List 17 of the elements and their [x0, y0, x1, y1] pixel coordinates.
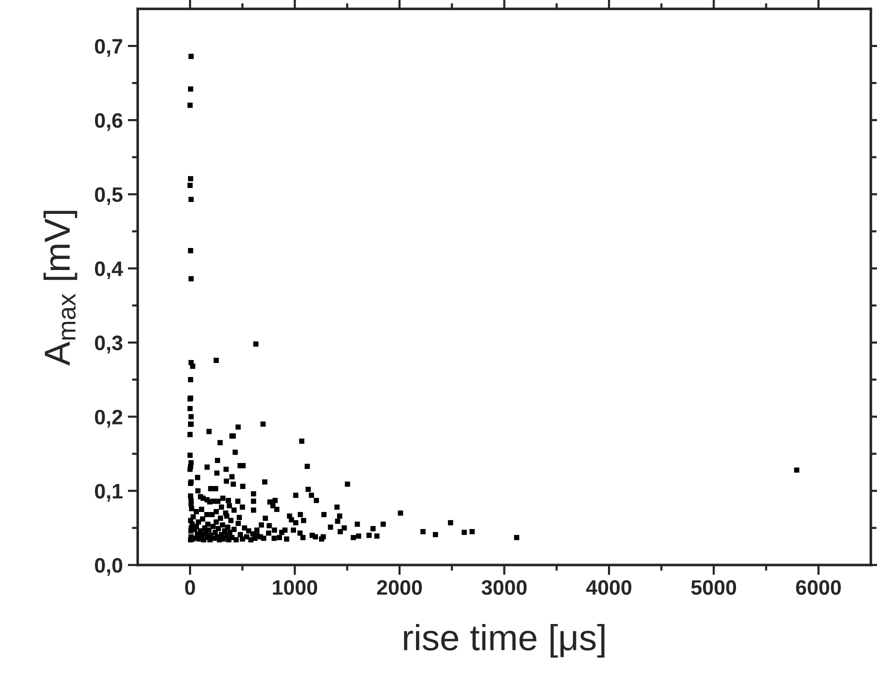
- y-tick-label: 0,2: [94, 410, 122, 428]
- y-axis-title: A$_{max}$ [mV]: [44, 210, 78, 366]
- x-tick-label: 5000: [691, 580, 736, 595]
- x-tick-label: 4000: [586, 580, 632, 595]
- x-tick-label: 0: [185, 580, 195, 595]
- x-tick-label: 2000: [377, 580, 422, 595]
- y-tick-label: 0,6: [94, 113, 122, 131]
- x-axis-title: rise time [μs]: [404, 624, 604, 658]
- x-tick-label: 1000: [272, 580, 318, 595]
- y-tick-label: 0,3: [94, 336, 122, 354]
- y-tick-label: 0,0: [94, 558, 122, 576]
- x-tick-label: 3000: [482, 580, 527, 595]
- y-tick-label: 0,7: [94, 38, 122, 57]
- y-tick-label: 0,5: [94, 187, 123, 206]
- y-tick-label: 0,4: [94, 261, 123, 280]
- y-tick-label: 0,1: [94, 484, 123, 502]
- x-tick-label: 6000: [796, 580, 841, 595]
